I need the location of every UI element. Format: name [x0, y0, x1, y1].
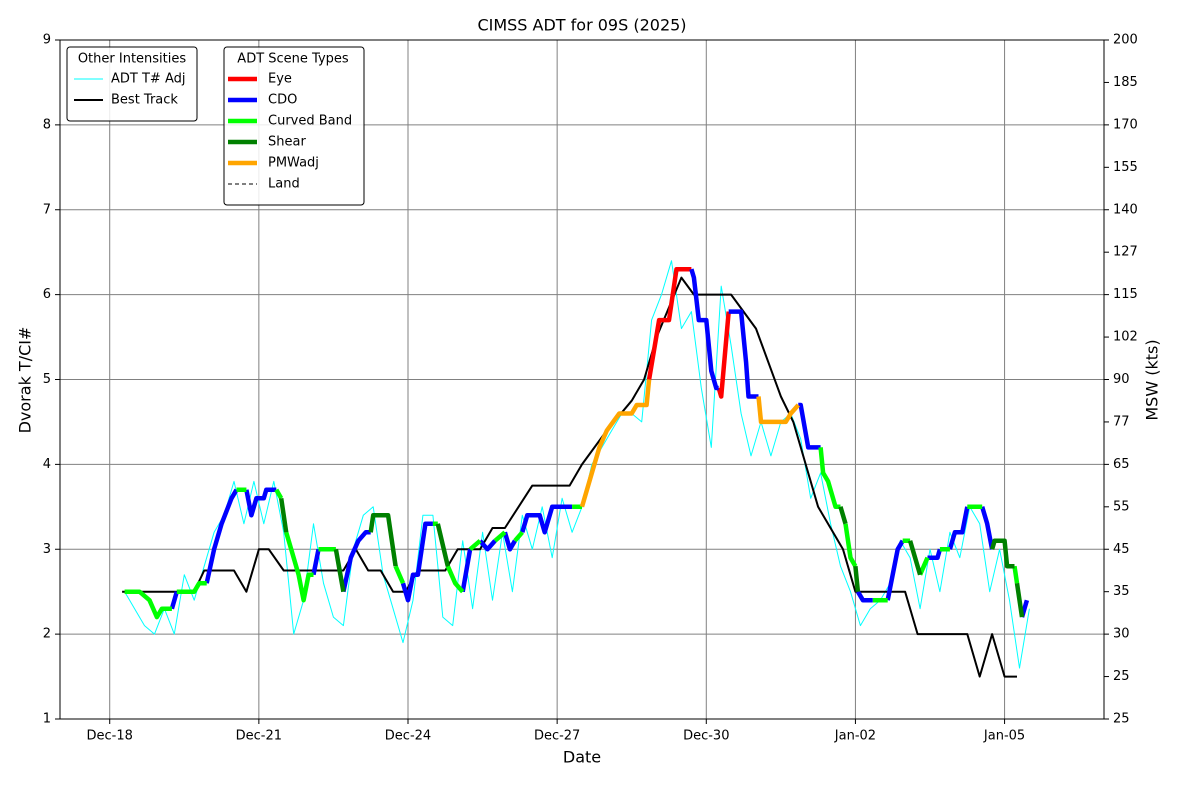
y-tick-label: 7: [43, 202, 51, 217]
y2-tick-label: 30: [1113, 627, 1130, 642]
legend-label: Land: [268, 177, 300, 192]
y2-tick-label: 90: [1113, 372, 1130, 387]
legend: Other Intensities ADT T# Adj Best Track ADT…: [66, 46, 365, 206]
y2-tick-label: 55: [1113, 499, 1130, 514]
y2-tick-label: 155: [1113, 160, 1138, 175]
legend-title: ADT Scene Types: [237, 52, 349, 67]
y2-tick-label: 140: [1113, 202, 1138, 217]
y-tick-label: 1: [43, 712, 51, 727]
x-tick-label: Dec-27: [534, 729, 580, 744]
series-line: [646, 266, 731, 399]
legend-box: [66, 46, 198, 122]
y-tick-label: 3: [43, 542, 51, 557]
y2-tick-label: 170: [1113, 117, 1138, 132]
y2-tick-label: 25: [1113, 712, 1130, 727]
y2-tick-label: 185: [1113, 75, 1138, 90]
legend-title: Other Intensities: [78, 52, 187, 67]
y-tick-label: 8: [43, 117, 51, 132]
legend-label: Best Track: [111, 93, 178, 108]
y2-tick-label: 45: [1113, 542, 1130, 557]
x-tick-label: Dec-30: [683, 729, 729, 744]
y-tick-label: 2: [43, 627, 51, 642]
legend-box: [223, 46, 365, 206]
legend-label: Curved Band: [268, 114, 352, 129]
y-axis-label: Dvorak T/CI#: [16, 327, 35, 434]
series-line: [124, 447, 1020, 620]
x-tick-label: Jan-05: [983, 729, 1025, 744]
y2-tick-label: 200: [1113, 33, 1138, 48]
chart-title: CIMSS ADT for 09S (2025): [477, 16, 686, 35]
x-tick-label: Dec-18: [87, 729, 133, 744]
y-tick-label: 4: [43, 457, 51, 472]
y2-tick-label: 127: [1113, 245, 1138, 260]
x-tick-label: Dec-21: [236, 729, 282, 744]
y2-tick-label: 102: [1113, 330, 1138, 345]
y2-tick-label: 65: [1113, 457, 1130, 472]
x-tick-label: Jan-02: [834, 729, 876, 744]
x-tick-label: Dec-24: [385, 729, 431, 744]
plot-frame: [59, 39, 1105, 720]
y2-tick-label: 115: [1113, 287, 1138, 302]
legend-label: ADT T# Adj: [111, 72, 185, 87]
x-axis-label: Date: [563, 748, 601, 767]
legend-label: Shear: [268, 135, 306, 150]
series-line: [579, 379, 800, 508]
legend-label: CDO: [268, 93, 297, 108]
series-line: [278, 497, 1025, 618]
y-tick-label: 6: [43, 287, 51, 302]
axes: Dec-18 Dec-21 Dec-24 Dec-27 Dec-30 Jan-02 Jan-…: [43, 33, 1138, 744]
series-line: [122, 276, 1017, 678]
y2-tick-label: 25: [1113, 669, 1130, 684]
y-tick-label: 5: [43, 372, 51, 387]
legend-label: Eye: [268, 72, 292, 87]
y2-axis-label: MSW (kts): [1143, 339, 1162, 420]
series-line: [169, 268, 1030, 618]
y-tick-label: 9: [43, 33, 51, 48]
y2-tick-label: 35: [1113, 584, 1130, 599]
y2-tick-label: 77: [1113, 414, 1130, 429]
legend-label: PMWadj: [268, 156, 319, 171]
plot-area: [122, 260, 1030, 678]
